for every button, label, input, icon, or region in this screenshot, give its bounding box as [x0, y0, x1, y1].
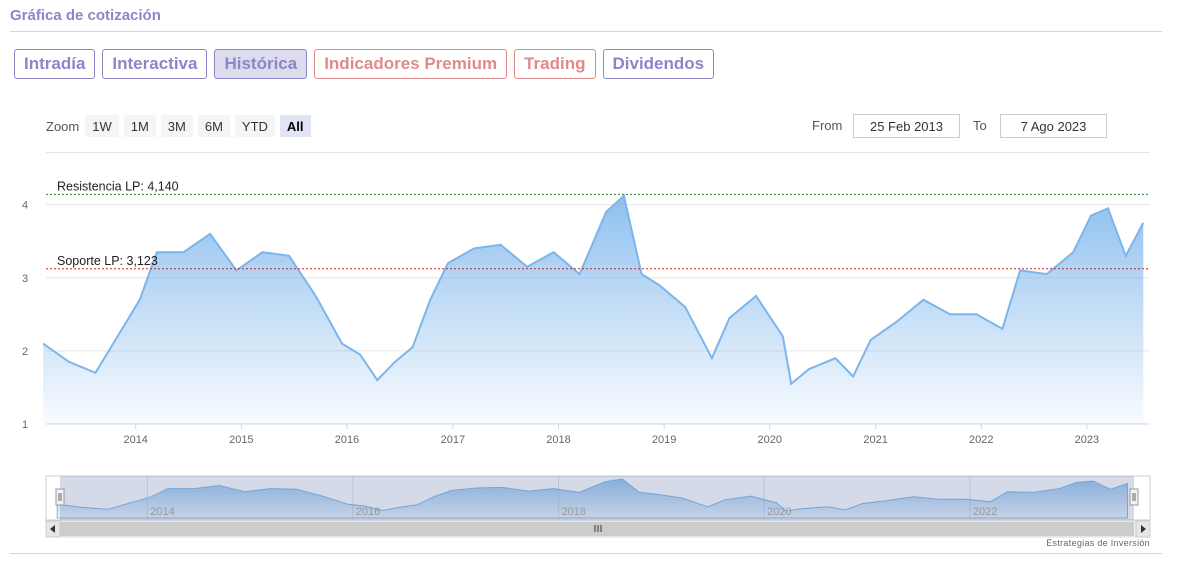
navigator-right-handle[interactable] — [1129, 488, 1139, 506]
navigator-series — [56, 478, 1128, 519]
x-tick-label: 2020 — [758, 434, 782, 446]
price-line — [42, 193, 1145, 386]
scrollbar-grip-icon — [594, 525, 602, 532]
x-tick-label: 2023 — [1075, 434, 1099, 446]
annotation-label: Resistencia LP: 4,140 — [57, 179, 179, 193]
navigator-axis: 2014 2016 2018 2020 2022 — [150, 506, 997, 518]
range-to-input[interactable]: 7 Ago 2023 — [1000, 114, 1107, 138]
scroll-right-icon[interactable] — [1135, 520, 1151, 538]
navigator-tick-label: 2020 — [767, 506, 791, 518]
range-from-input[interactable]: 25 Feb 2013 — [853, 114, 960, 138]
scrollbar-track[interactable] — [45, 520, 1151, 538]
x-tick-label: 2015 — [229, 434, 253, 446]
x-tick-label: 2022 — [969, 434, 993, 446]
x-tick-label: 2021 — [863, 434, 887, 446]
tab-interactiva[interactable]: Interactiva — [102, 49, 208, 79]
chart-annotations: Resistencia LP: 4,140 Soporte LP: 3,123 — [46, 179, 1150, 270]
navigator-tick-label: 2016 — [356, 506, 380, 518]
tab-indicadores-premium[interactable]: Indicadores Premium — [314, 49, 508, 79]
navigator-tick-label: 2022 — [973, 506, 997, 518]
zoom-1w-button[interactable]: 1W — [85, 115, 119, 137]
scroll-left-icon[interactable] — [45, 520, 61, 538]
x-tick-label: 2016 — [335, 434, 359, 446]
y-tick-label: 4 — [22, 200, 28, 212]
navigator-tick-label: 2018 — [562, 506, 586, 518]
page-title: Gráfica de cotización — [10, 7, 161, 24]
bottom-divider — [10, 553, 1162, 554]
navigator-left-handle[interactable] — [55, 488, 65, 506]
y-axis: 1 2 3 4 — [22, 200, 28, 431]
scrollbar-thumb[interactable] — [60, 522, 1134, 536]
zoom-all-button[interactable]: All — [279, 115, 311, 137]
zoom-ytd-button[interactable]: YTD — [234, 115, 275, 137]
navigator-selected-range[interactable] — [60, 476, 1134, 520]
range-to-label: To — [973, 118, 987, 133]
zoom-selector: Zoom 1W 1M 3M 6M YTD All — [46, 115, 316, 137]
x-tick-label: 2018 — [546, 434, 570, 446]
zoom-3m-button[interactable]: 3M — [160, 115, 193, 137]
tab-intradia[interactable]: Intradía — [14, 49, 96, 79]
y-tick-label: 2 — [22, 346, 28, 358]
y-tick-label: 1 — [22, 419, 28, 431]
chart-gridlines — [46, 204, 1150, 425]
navigator-gridlines — [146, 476, 971, 520]
zoom-1m-button[interactable]: 1M — [123, 115, 156, 137]
navigator-frame — [45, 475, 1151, 521]
zoom-6m-button[interactable]: 6M — [197, 115, 230, 137]
toolbar-divider — [46, 152, 1150, 153]
x-tick-label: 2014 — [123, 434, 147, 446]
range-from-label: From — [812, 118, 843, 133]
x-tick-label: 2019 — [652, 434, 676, 446]
price-area — [43, 195, 1144, 424]
y-tick-label: 3 — [22, 273, 28, 285]
chart-tabs: Intradía Interactiva Histórica Indicador… — [14, 49, 715, 79]
chart-credit: Estrategias de Inversión — [1046, 538, 1150, 548]
tab-historica[interactable]: Histórica — [214, 49, 308, 79]
navigator-tick-label: 2014 — [150, 506, 174, 518]
title-divider — [10, 31, 1162, 32]
annotation-label: Soporte LP: 3,123 — [57, 254, 158, 268]
zoom-label: Zoom — [46, 118, 80, 134]
tab-dividendos[interactable]: Dividendos — [602, 49, 715, 79]
tab-trading[interactable]: Trading — [514, 49, 596, 79]
x-axis: 2014 2015 2016 2017 2018 2019 2020 2021 2022 2023 — [123, 424, 1099, 446]
x-tick-label: 2017 — [441, 434, 465, 446]
